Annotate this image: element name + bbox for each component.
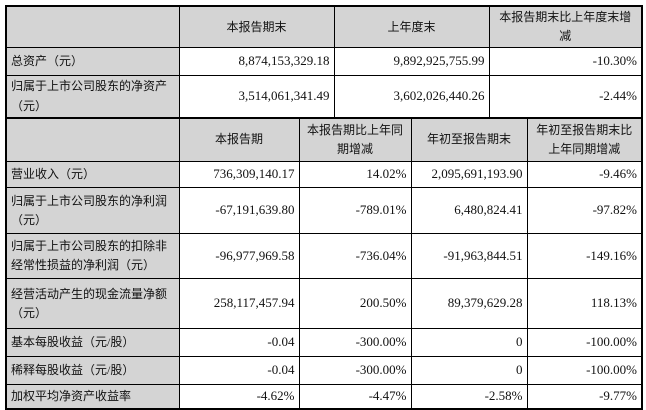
table-row: 经营活动产生的现金流量净额（元） 258,117,457.94 200.50% … (5, 278, 643, 330)
cell-value: -0.04 (178, 328, 300, 358)
col-header-current-period-end: 本报告期末 (178, 5, 335, 49)
cell-value: -96,977,969.58 (178, 233, 300, 280)
cell-value: 200.50% (298, 278, 412, 330)
reporting-period-summary-table: 本报告期 本报告期比上年同期增减 年初至报告期末 年初至报告期末比上年同期增减 … (5, 116, 643, 410)
cell-value: 3,602,026,440.26 (333, 75, 490, 119)
cell-value: -789.01% (298, 187, 412, 235)
cell-value: 3,514,061,341.49 (178, 75, 335, 119)
cell-value: -9.77% (526, 384, 643, 410)
row-label-basic-eps: 基本每股收益（元/股） (5, 328, 180, 358)
cell-value: -149.16% (526, 233, 643, 280)
table-row: 归属于上市公司股东的净利润（元） -67,191,639.80 -789.01%… (5, 187, 643, 235)
cell-value: 0 (410, 356, 528, 386)
cell-value: -91,963,844.51 (410, 233, 528, 280)
row-label-operating-revenue: 营业收入（元） (5, 161, 180, 189)
row-label-net-assets: 归属于上市公司股东的净资产（元） (5, 75, 180, 119)
table-row: 营业收入（元） 736,309,140.17 14.02% 2,095,691,… (5, 161, 643, 189)
cell-value: 8,874,153,329.18 (178, 47, 335, 77)
cell-value: 14.02% (298, 161, 412, 189)
cell-value: 0 (410, 328, 528, 358)
period-end-summary-table: 本报告期末 上年度末 本报告期末比上年度末增减 总资产（元） 8,874,153… (5, 5, 643, 119)
cell-value: -736.04% (298, 233, 412, 280)
table-row: 加权平均净资产收益率 -4.62% -4.47% -2.58% -9.77% (5, 384, 643, 410)
cell-value: -67,191,639.80 (178, 187, 300, 235)
cell-value: 736,309,140.17 (178, 161, 300, 189)
row-label-diluted-eps: 稀释每股收益（元/股） (5, 356, 180, 386)
cell-value: 118.13% (526, 278, 643, 330)
cell-value: -2.44% (488, 75, 643, 119)
cell-value: -4.62% (178, 384, 300, 410)
cell-value: -9.46% (526, 161, 643, 189)
cell-value: -300.00% (298, 356, 412, 386)
cell-value: -0.04 (178, 356, 300, 386)
row-label-net-profit: 归属于上市公司股东的净利润（元） (5, 187, 180, 235)
cell-value: 89,379,629.28 (410, 278, 528, 330)
table-row: 归属于上市公司股东的扣除非经常性损益的净利润（元） -96,977,969.58… (5, 233, 643, 280)
table-row: 总资产（元） 8,874,153,329.18 9,892,925,755.99… (5, 47, 643, 77)
cell-value: 258,117,457.94 (178, 278, 300, 330)
row-label-total-assets: 总资产（元） (5, 47, 180, 77)
table-row: 基本每股收益（元/股） -0.04 -300.00% 0 -100.00% (5, 328, 643, 358)
row-label-operating-cash-flow: 经营活动产生的现金流量净额（元） (5, 278, 180, 330)
table-header-row: 本报告期 本报告期比上年同期增减 年初至报告期末 年初至报告期末比上年同期增减 (5, 117, 643, 163)
cell-value: -97.82% (526, 187, 643, 235)
col-header-change-vs-same-period: 本报告期比上年同期增减 (298, 117, 412, 163)
row-label-weighted-avg-roe: 加权平均净资产收益率 (5, 384, 180, 410)
cell-value: -100.00% (526, 356, 643, 386)
row-label-net-profit-excl-nonrecurring: 归属于上市公司股东的扣除非经常性损益的净利润（元） (5, 233, 180, 280)
table-row: 归属于上市公司股东的净资产（元） 3,514,061,341.49 3,602,… (5, 75, 643, 119)
col-header-current-period: 本报告期 (178, 117, 300, 163)
report-page: 本报告期末 上年度末 本报告期末比上年度末增减 总资产（元） 8,874,153… (5, 5, 643, 410)
table-header-row: 本报告期末 上年度末 本报告期末比上年度末增减 (5, 5, 643, 49)
corner-cell (5, 5, 180, 49)
cell-value: -100.00% (526, 328, 643, 358)
cell-value: -300.00% (298, 328, 412, 358)
col-header-ytd-change-vs-same-period: 年初至报告期末比上年同期增减 (526, 117, 643, 163)
cell-value: -10.30% (488, 47, 643, 77)
cell-value: -2.58% (410, 384, 528, 410)
col-header-prior-year-end: 上年度末 (333, 5, 490, 49)
cell-value: -4.47% (298, 384, 412, 410)
cell-value: 6,480,824.41 (410, 187, 528, 235)
corner-cell (5, 117, 180, 163)
table-row: 稀释每股收益（元/股） -0.04 -300.00% 0 -100.00% (5, 356, 643, 386)
col-header-change-vs-prior-year-end: 本报告期末比上年度末增减 (488, 5, 643, 49)
col-header-year-to-date: 年初至报告期末 (410, 117, 528, 163)
cell-value: 2,095,691,193.90 (410, 161, 528, 189)
cell-value: 9,892,925,755.99 (333, 47, 490, 77)
